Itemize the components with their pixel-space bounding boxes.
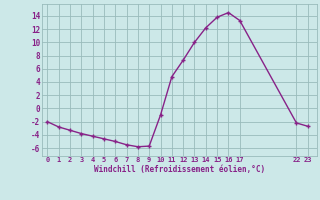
X-axis label: Windchill (Refroidissement éolien,°C): Windchill (Refroidissement éolien,°C)	[94, 165, 265, 174]
